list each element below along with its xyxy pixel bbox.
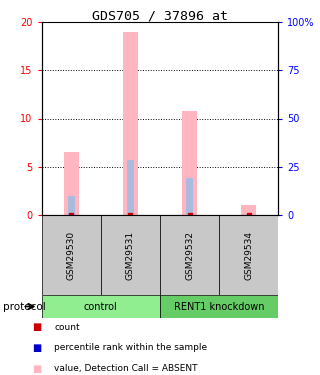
Bar — [42, 295, 160, 318]
Text: ■: ■ — [32, 343, 41, 353]
Bar — [123, 32, 138, 215]
Bar — [160, 295, 278, 318]
Text: GSM29532: GSM29532 — [185, 231, 194, 279]
Bar — [160, 215, 219, 295]
Text: RENT1 knockdown: RENT1 knockdown — [174, 302, 264, 312]
Bar — [127, 160, 134, 215]
Text: GSM29530: GSM29530 — [67, 230, 76, 280]
Bar — [245, 213, 252, 215]
Text: value, Detection Call = ABSENT: value, Detection Call = ABSENT — [54, 364, 198, 373]
Bar — [241, 206, 256, 215]
Bar — [68, 196, 75, 215]
Bar — [42, 215, 101, 295]
Text: control: control — [84, 302, 118, 312]
Text: count: count — [54, 323, 80, 332]
Text: ■: ■ — [32, 322, 41, 332]
Text: GSM29531: GSM29531 — [126, 230, 135, 280]
Bar — [219, 215, 278, 295]
Text: GDS705 / 37896_at: GDS705 / 37896_at — [92, 9, 228, 22]
Bar — [182, 111, 197, 215]
Text: percentile rank within the sample: percentile rank within the sample — [54, 344, 208, 352]
Bar — [186, 178, 193, 215]
Text: ■: ■ — [32, 364, 41, 374]
Text: GSM29534: GSM29534 — [244, 231, 253, 279]
Bar — [64, 152, 79, 215]
Text: protocol: protocol — [3, 302, 46, 312]
Bar — [101, 215, 160, 295]
